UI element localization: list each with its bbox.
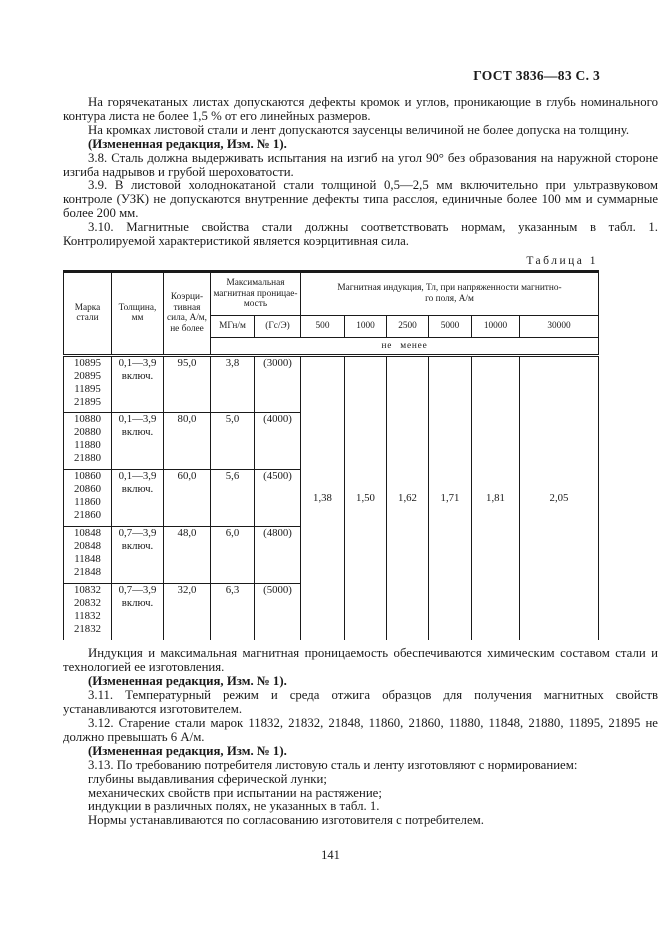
paragraph-intro-1: На горячекатаных листах допускаются дефе… [63,95,658,123]
list-item-induction-fields: индукции в различных полях, не указанных… [88,799,380,814]
coercive-cell: 48,0 [163,525,211,584]
table-1-magnetic-properties: Марка стали Толщина, мм Коэрци- тивная с… [63,269,599,641]
thickness-cell: 0,1—3,9 включ. [111,354,164,413]
mu-si-cell: 3,8 [210,354,255,413]
mu-cgs-cell: (4800) [254,525,301,584]
col-header-field-2500: 2500 [386,314,429,338]
thickness-cell: 0,7—3,9 включ. [111,525,164,584]
paragraph-3-12: 3.12. Старение стали марок 11832, 21832,… [63,716,658,744]
paragraph-amendment-note-3: (Измененная редакция, Изм. № 1). [88,743,287,758]
page-number: 141 [321,848,340,862]
col-header-thickness: Толщина, мм [111,270,164,357]
paragraph-3-11: 3.11. Температурный режим и среда отжига… [63,688,658,717]
table-row: 10848 20848 11848 21848 0,7—3,9 включ. 4… [63,525,599,584]
col-header-field-1000: 1000 [344,314,387,338]
mu-si-cell: 6,3 [210,582,255,641]
content-area: На горячекатаных листах допускаются дефе… [63,95,658,828]
mu-cgs-cell: (3000) [254,354,301,413]
paragraph-norms: Нормы устанавливаются по согласованию из… [88,813,484,828]
thickness-cell: 0,1—3,9 включ. [111,411,164,470]
col-header-mu-si: МГн/м [210,314,255,338]
mu-cgs-cell: (4500) [254,468,301,527]
col-header-field-500: 500 [300,314,345,338]
table-row: 10860 20860 11860 21860 0,1—3,9 включ. 6… [63,468,599,527]
col-header-induction-group: Магнитная индукция, Тл, при напряженност… [300,270,599,316]
mu-si-cell: 5,0 [210,411,255,470]
coercive-cell: 80,0 [163,411,211,470]
list-item-mechanical-properties: механических свойств при испытании на ра… [88,785,382,800]
paragraph-amendment-note-2: (Измененная редакция, Изм. № 1). [88,674,287,689]
paragraph-3-8: 3.8. Сталь должна выдерживать испытания … [63,150,658,179]
induction-cell-30000: 2,05 [519,354,599,641]
col-header-coercive-force: Коэрци- тивная сила, А/м, не более [163,270,211,357]
induction-cell-500: 1,38 [300,354,345,641]
thickness-cell: 0,7—3,9 включ. [111,582,164,641]
induction-cell-5000: 1,71 [428,354,472,641]
col-header-grade: Марка стали [63,270,112,357]
induction-cell-1000: 1,50 [344,354,387,641]
paragraph-3-10: 3.10. Магнитные свойства стали должны со… [63,220,658,249]
col-header-field-30000: 30000 [519,314,599,338]
paragraph-intro-2: На кромках листовой стали и лент допуска… [88,122,630,137]
not-less-note: не менее [210,336,599,357]
paragraph-amendment-note-1: (Измененная редакция, Изм. № 1). [88,136,287,151]
coercive-cell: 95,0 [163,354,211,413]
table-row: 10832 20832 11832 21832 0,7—3,9 включ. 3… [63,582,599,641]
paragraph-induction-note: Индукция и максимальная магнитная прониц… [63,646,658,675]
coercive-cell: 32,0 [163,582,211,641]
paragraph-3-9: 3.9. В листовой холоднокатаной стали тол… [63,178,658,221]
grade-cell: 10880 20880 11880 21880 [63,411,112,470]
coercive-cell: 60,0 [163,468,211,527]
col-header-field-5000: 5000 [428,314,472,338]
paragraph-3-13: 3.13. По требованию потребителя листовую… [88,757,578,772]
mu-si-cell: 6,0 [210,525,255,584]
mu-si-cell: 5,6 [210,468,255,527]
mu-cgs-cell: (5000) [254,582,301,641]
col-header-field-10000: 10000 [471,314,520,338]
mu-cgs-cell: (4000) [254,411,301,470]
grade-cell: 10895 20895 11895 21895 [63,354,112,413]
col-header-mu-cgs: (Гс/Э) [254,314,301,338]
thickness-cell: 0,1—3,9 включ. [111,468,164,527]
table-row: 10895 20895 11895 21895 0,1—3,9 включ. 9… [63,354,599,641]
induction-cell-2500: 1,62 [386,354,429,641]
grade-cell: 10832 20832 11832 21832 [63,582,112,641]
grade-cell: 10848 20848 11848 21848 [63,525,112,584]
col-header-permeability-group: Максимальная магнитная проницае- мость [210,270,301,316]
induction-cell-10000: 1,81 [471,354,520,641]
grade-cell: 10860 20860 11860 21860 [63,468,112,527]
table-row: 10880 20880 11880 21880 0,1—3,9 включ. 8… [63,411,599,470]
list-item-dimple-depth: глубины выдавливания сферической лунки; [88,771,327,786]
table-caption: Таблица 1 [526,254,598,267]
page-header: ГОСТ 3836—83 С. 3 [473,68,600,83]
